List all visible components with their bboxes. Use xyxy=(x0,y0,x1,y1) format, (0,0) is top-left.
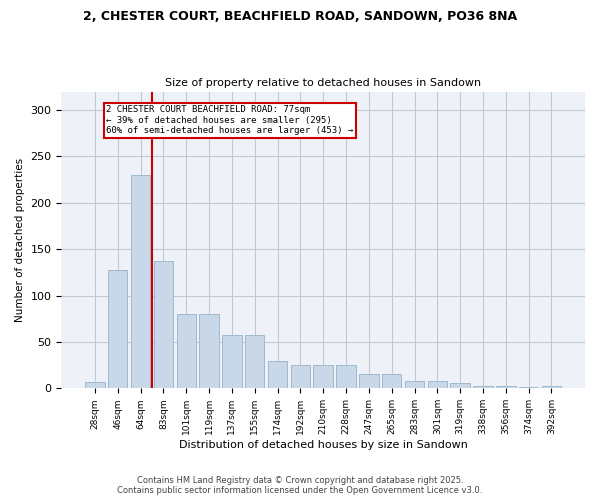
Bar xyxy=(199,314,219,388)
Bar xyxy=(382,374,401,388)
Text: Contains HM Land Registry data © Crown copyright and database right 2025.
Contai: Contains HM Land Registry data © Crown c… xyxy=(118,476,482,495)
Bar xyxy=(85,382,104,388)
Bar xyxy=(290,365,310,388)
Bar xyxy=(313,365,333,388)
Bar xyxy=(496,386,515,388)
Bar xyxy=(222,334,242,388)
Bar xyxy=(176,314,196,388)
Bar xyxy=(154,262,173,388)
Y-axis label: Number of detached properties: Number of detached properties xyxy=(15,158,25,322)
Bar xyxy=(131,175,150,388)
Bar xyxy=(473,386,493,388)
Bar xyxy=(451,383,470,388)
Bar xyxy=(337,365,356,388)
Bar xyxy=(268,360,287,388)
Text: 2 CHESTER COURT BEACHFIELD ROAD: 77sqm
← 39% of detached houses are smaller (295: 2 CHESTER COURT BEACHFIELD ROAD: 77sqm ←… xyxy=(106,106,353,136)
Text: 2, CHESTER COURT, BEACHFIELD ROAD, SANDOWN, PO36 8NA: 2, CHESTER COURT, BEACHFIELD ROAD, SANDO… xyxy=(83,10,517,23)
Bar xyxy=(405,381,424,388)
Title: Size of property relative to detached houses in Sandown: Size of property relative to detached ho… xyxy=(165,78,481,88)
Bar xyxy=(245,334,265,388)
Bar xyxy=(108,270,127,388)
Bar xyxy=(428,381,447,388)
Bar xyxy=(542,386,561,388)
X-axis label: Distribution of detached houses by size in Sandown: Distribution of detached houses by size … xyxy=(179,440,467,450)
Bar xyxy=(359,374,379,388)
